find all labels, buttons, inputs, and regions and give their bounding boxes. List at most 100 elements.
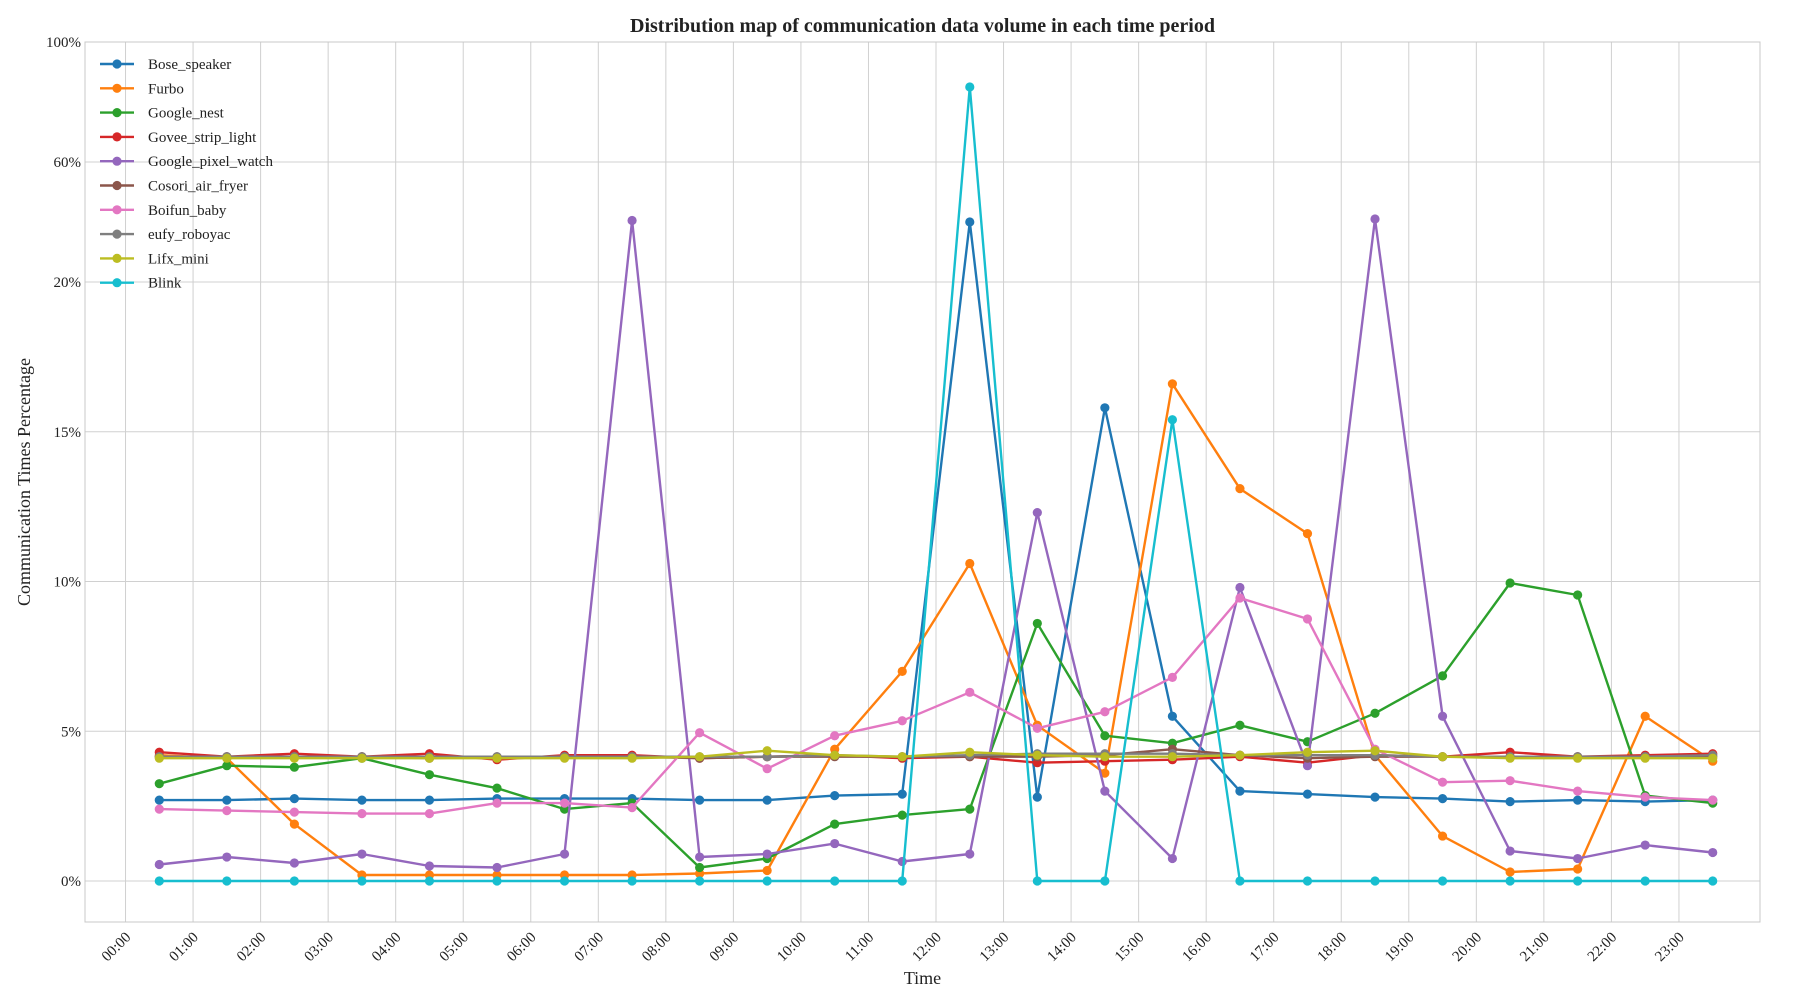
legend-label: Blink — [148, 276, 182, 292]
data-point — [222, 806, 232, 816]
data-point — [830, 731, 840, 741]
legend-item: Cosori_air_fryer — [100, 179, 248, 195]
legend-item: Furbo — [100, 81, 184, 97]
data-point — [222, 876, 232, 886]
data-point — [492, 753, 502, 763]
data-point — [1505, 876, 1515, 886]
data-point — [289, 794, 299, 804]
y-tick-label: 10% — [54, 575, 82, 591]
data-point — [1235, 593, 1245, 603]
data-point — [154, 876, 164, 886]
data-point — [627, 803, 637, 813]
data-point — [830, 791, 840, 801]
legend-marker — [112, 278, 122, 288]
x-tick-label: 05:00 — [437, 930, 472, 965]
series-line — [159, 596, 1713, 815]
legend-marker — [112, 180, 122, 191]
x-tick-label: 06:00 — [504, 930, 539, 965]
data-point — [897, 752, 907, 762]
data-point — [357, 753, 367, 763]
y-tick-label: 5% — [61, 724, 81, 740]
data-point — [1100, 707, 1110, 717]
x-tick-label: 08:00 — [639, 930, 674, 965]
data-point — [830, 750, 840, 760]
data-point — [1235, 484, 1245, 494]
data-point — [1505, 578, 1515, 588]
data-point — [1370, 876, 1380, 886]
x-tick-label: 02:00 — [234, 930, 269, 965]
data-point — [1235, 876, 1245, 886]
data-point — [222, 761, 232, 771]
data-point — [1505, 776, 1515, 786]
series-line — [159, 85, 1713, 883]
x-tick-label: 21:00 — [1517, 930, 1552, 965]
data-point — [1573, 853, 1583, 864]
x-tick-label: 18:00 — [1315, 930, 1350, 965]
legend-item: Bose_speaker — [100, 57, 231, 73]
y-tick-label: 20% — [54, 275, 82, 291]
data-point — [965, 687, 975, 697]
series-blink — [154, 82, 1718, 886]
data-point — [762, 795, 772, 805]
data-point — [830, 838, 840, 849]
plot-frame — [84, 41, 1761, 923]
data-point — [1640, 711, 1650, 721]
data-point — [1167, 711, 1177, 721]
data-point — [289, 858, 299, 868]
data-point — [965, 804, 975, 814]
data-point — [1100, 403, 1110, 413]
data-point — [424, 753, 435, 763]
data-point — [1032, 723, 1042, 733]
data-point — [695, 862, 705, 873]
data-point — [1235, 786, 1245, 796]
legend-item: Google_nest — [100, 106, 225, 122]
data-point — [1370, 746, 1380, 756]
series-google-pixel-watch — [154, 214, 1718, 873]
data-point — [1573, 864, 1583, 874]
series-line — [158, 581, 1713, 869]
legend-label: Lifx_mini — [148, 251, 209, 267]
x-tick-label: 01:00 — [166, 930, 201, 965]
data-point — [897, 789, 907, 799]
data-point — [1167, 752, 1177, 762]
data-point — [424, 770, 435, 780]
data-point — [492, 783, 502, 793]
data-point — [1437, 711, 1448, 721]
legend-label: Google_nest — [148, 106, 225, 122]
data-point — [1708, 876, 1718, 886]
data-point — [154, 795, 164, 805]
data-point — [627, 876, 637, 886]
legend-item: eufy_roboyac — [100, 227, 231, 243]
data-point — [1302, 747, 1313, 757]
y-tick-label: 0% — [61, 874, 81, 890]
data-point — [357, 809, 367, 819]
legend-label: eufy_roboyac — [148, 227, 231, 243]
data-point — [559, 849, 570, 859]
data-point — [1032, 792, 1042, 802]
data-point — [1032, 750, 1042, 760]
data-point — [559, 753, 570, 763]
x-tick-label: 10:00 — [774, 930, 809, 965]
data-point — [424, 876, 435, 886]
data-point — [559, 798, 570, 808]
data-point — [762, 746, 772, 756]
data-point — [1573, 590, 1583, 600]
data-point — [762, 849, 772, 859]
data-point — [1370, 708, 1380, 718]
data-point — [1167, 853, 1177, 864]
x-tick-labels: 00:00 01:00 02:00 03:00 04:00 05:00 06:00 07:00… — [99, 930, 1688, 965]
data-point — [1100, 768, 1110, 778]
data-point — [1437, 671, 1448, 681]
legend-label: Furbo — [148, 81, 184, 97]
data-point — [1302, 528, 1313, 539]
data-point — [762, 865, 772, 876]
data-point — [1032, 618, 1042, 629]
data-point — [965, 747, 975, 757]
series-line — [159, 220, 1713, 803]
data-point — [1437, 876, 1448, 886]
x-tick-label: 13:00 — [977, 930, 1012, 965]
legend-marker — [112, 83, 122, 93]
legend-label: Govee_strip_light — [148, 130, 257, 146]
